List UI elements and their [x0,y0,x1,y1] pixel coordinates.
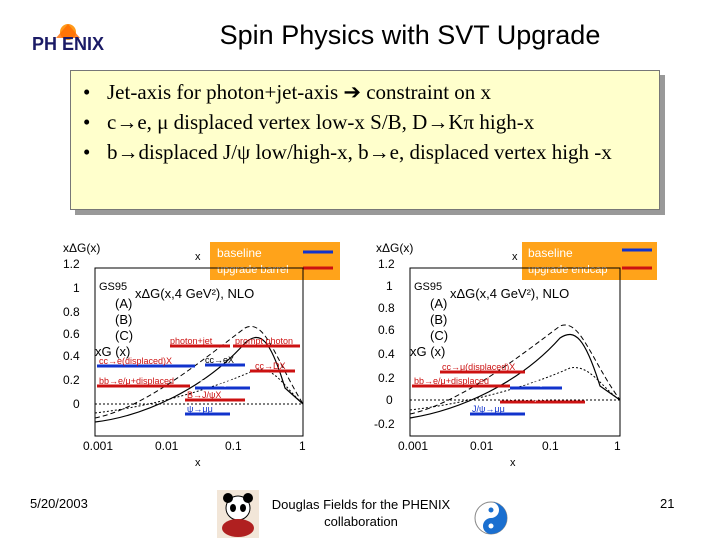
logo-text: PH ENIX [32,34,104,54]
footer-credit: Douglas Fields for the PHENIX collaborat… [271,497,451,529]
svg-text:0.2: 0.2 [378,371,395,385]
svg-text:xΔG(x,4 GeV²), NLO: xΔG(x,4 GeV²), NLO [450,286,569,301]
svg-text:x: x [512,251,518,263]
yin-yang-logo [472,498,510,538]
svg-text:upgrade endcap: upgrade endcap [528,264,608,276]
svg-text:0.1: 0.1 [542,439,559,453]
bullet-box: • Jet-axis for photon+jet-axis ➔ constrai… [70,70,660,210]
right-plot: xΔG(x) x baseline upgrade endcap 1.2 1 0… [370,238,665,470]
svg-text:cc→μ(displaced)X: cc→μ(displaced)X [442,362,515,372]
svg-text:GS95: GS95 [99,281,127,293]
svg-text:0.2: 0.2 [63,373,80,387]
svg-text:0.4: 0.4 [378,347,395,361]
right-ylabel: xΔG(x) [376,241,413,255]
svg-text:0.6: 0.6 [378,323,395,337]
svg-text:1: 1 [614,439,621,453]
svg-text:ψ→μμ: ψ→μμ [187,404,213,414]
footer-date: 5/20/2003 [30,496,88,511]
svg-text:1: 1 [73,281,80,295]
svg-text:(C): (C) [430,328,448,343]
svg-text:0: 0 [386,393,393,407]
bullet-item: • c→e, μ displaced vertex low-x S/B, D→Kπ… [83,110,535,134]
svg-text:xG (x): xG (x) [410,344,445,359]
svg-text:cc→e(displaced)X: cc→e(displaced)X [99,356,172,366]
left-plot: xΔG(x) x baseline upgrade barrel 1.2 1 0… [55,238,345,470]
phenix-logo: PH ENIX [28,20,140,58]
svg-text:xΔG(x,4 GeV²), NLO: xΔG(x,4 GeV²), NLO [135,286,254,301]
svg-text:(B): (B) [115,312,132,327]
svg-text:x: x [195,457,201,469]
slide-title: Spin Physics with SVT Upgrade [219,20,601,50]
bullet-text: b→displaced J/ψ low/high-x, b→e, displac… [107,140,612,164]
svg-text:baseline: baseline [528,246,573,260]
bullet-item: • Jet-axis for photon+jet-axis ➔ constrai… [83,80,492,104]
bullet-text: c→e, μ displaced vertex low-x S/B, D→Kπ … [107,110,535,134]
svg-text:bb→eμX: bb→eμX [200,377,235,387]
svg-text:cc→DX: cc→DX [255,361,286,371]
svg-text:(A): (A) [430,296,447,311]
left-legend-baseline: baseline [217,246,262,260]
right-legend [522,242,657,280]
svg-text:J/ψ→μμ: J/ψ→μμ [472,404,505,414]
svg-text:x: x [510,457,516,469]
svg-text:bb→e/μ+displaced: bb→e/μ+displaced [414,376,489,386]
page-number: 21 [660,496,675,511]
bullet-text: Jet-axis for photon+jet-axis ➔ constrain… [107,80,492,104]
svg-text:(B): (B) [430,312,447,327]
svg-text:0.001: 0.001 [398,439,428,453]
panda-image [217,490,259,538]
svg-text:0.8: 0.8 [63,305,80,319]
svg-text:1.2: 1.2 [378,257,395,271]
svg-text:1.2: 1.2 [63,257,80,271]
svg-text:xG (x): xG (x) [95,344,130,359]
left-legend [210,242,340,280]
svg-text:0.6: 0.6 [63,327,80,341]
svg-text:B→J/ψX: B→J/ψX [510,392,544,402]
svg-text:(C): (C) [115,328,133,343]
svg-text:1: 1 [299,439,306,453]
svg-text:bb→e/μ+displaced: bb→e/μ+displaced [99,376,174,386]
svg-text:prompt photon: prompt photon [235,336,293,346]
svg-text:cc→eX: cc→eX [205,355,234,365]
bullet-item: • b→displaced J/ψ low/high-x, b→e, displa… [83,140,612,164]
svg-text:0.01: 0.01 [155,439,179,453]
svg-text:(A): (A) [115,296,132,311]
svg-text:bb→eμX: bb→eμX [516,377,551,387]
svg-text:0.8: 0.8 [378,301,395,315]
svg-text:1: 1 [386,279,393,293]
svg-text:photon+jet: photon+jet [170,336,213,346]
svg-text:0: 0 [73,397,80,411]
svg-text:-0.2: -0.2 [374,417,395,431]
svg-text:GS95: GS95 [414,281,442,293]
left-ylabel: xΔG(x) [63,241,100,255]
svg-text:0.001: 0.001 [83,439,113,453]
svg-text:B→J/ψX: B→J/ψX [187,390,221,400]
svg-text:0.4: 0.4 [63,349,80,363]
svg-text:0.1: 0.1 [225,439,242,453]
svg-text:0.01: 0.01 [470,439,494,453]
left-legend-upgrade: upgrade barrel [217,264,289,276]
left-x-top: x [195,251,201,263]
